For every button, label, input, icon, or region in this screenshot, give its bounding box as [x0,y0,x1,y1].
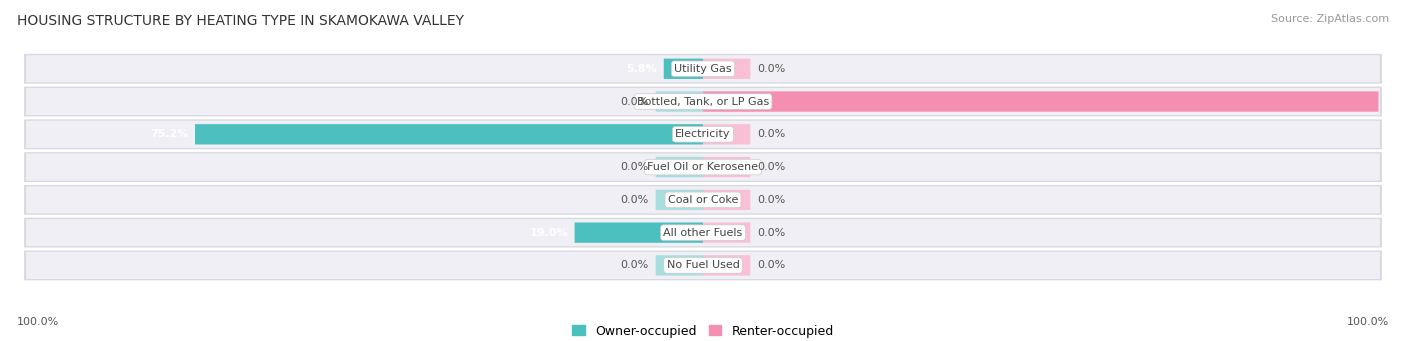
Text: 0.0%: 0.0% [756,129,786,139]
Text: 0.0%: 0.0% [756,64,786,74]
Text: 0.0%: 0.0% [620,195,650,205]
FancyBboxPatch shape [27,153,1379,181]
FancyBboxPatch shape [24,87,1382,117]
Text: 100.0%: 100.0% [17,317,59,327]
FancyBboxPatch shape [703,190,751,210]
FancyBboxPatch shape [24,54,1382,84]
FancyBboxPatch shape [703,222,751,243]
FancyBboxPatch shape [27,186,1379,213]
Text: 0.0%: 0.0% [620,162,650,172]
FancyBboxPatch shape [655,157,703,177]
FancyBboxPatch shape [27,55,1379,83]
FancyBboxPatch shape [575,222,703,243]
FancyBboxPatch shape [24,218,1382,248]
Text: No Fuel Used: No Fuel Used [666,261,740,270]
Text: 0.0%: 0.0% [620,261,650,270]
Text: 75.2%: 75.2% [150,129,188,139]
Text: 19.0%: 19.0% [529,228,568,238]
Text: All other Fuels: All other Fuels [664,228,742,238]
FancyBboxPatch shape [24,119,1382,149]
FancyBboxPatch shape [27,88,1379,115]
FancyBboxPatch shape [27,121,1379,148]
Legend: Owner-occupied, Renter-occupied: Owner-occupied, Renter-occupied [568,320,838,341]
FancyBboxPatch shape [27,219,1379,246]
FancyBboxPatch shape [703,124,751,145]
Text: Electricity: Electricity [675,129,731,139]
Text: 0.0%: 0.0% [756,261,786,270]
FancyBboxPatch shape [27,252,1379,279]
FancyBboxPatch shape [703,59,751,79]
FancyBboxPatch shape [664,59,703,79]
FancyBboxPatch shape [703,91,1378,112]
Text: HOUSING STRUCTURE BY HEATING TYPE IN SKAMOKAWA VALLEY: HOUSING STRUCTURE BY HEATING TYPE IN SKA… [17,14,464,28]
Text: 100.0%: 100.0% [1347,317,1389,327]
FancyBboxPatch shape [24,251,1382,280]
Text: 0.0%: 0.0% [756,228,786,238]
FancyBboxPatch shape [703,157,751,177]
FancyBboxPatch shape [24,152,1382,182]
Text: 100.0%: 100.0% [1385,97,1406,106]
FancyBboxPatch shape [655,190,703,210]
Text: 0.0%: 0.0% [756,162,786,172]
FancyBboxPatch shape [24,185,1382,215]
Text: Bottled, Tank, or LP Gas: Bottled, Tank, or LP Gas [637,97,769,106]
Text: Utility Gas: Utility Gas [675,64,731,74]
FancyBboxPatch shape [655,255,703,276]
FancyBboxPatch shape [195,124,703,145]
Text: 0.0%: 0.0% [756,195,786,205]
Text: 0.0%: 0.0% [620,97,650,106]
Text: 5.8%: 5.8% [626,64,657,74]
Text: Coal or Coke: Coal or Coke [668,195,738,205]
Text: Source: ZipAtlas.com: Source: ZipAtlas.com [1271,14,1389,24]
FancyBboxPatch shape [655,91,703,112]
FancyBboxPatch shape [703,255,751,276]
Text: Fuel Oil or Kerosene: Fuel Oil or Kerosene [647,162,759,172]
